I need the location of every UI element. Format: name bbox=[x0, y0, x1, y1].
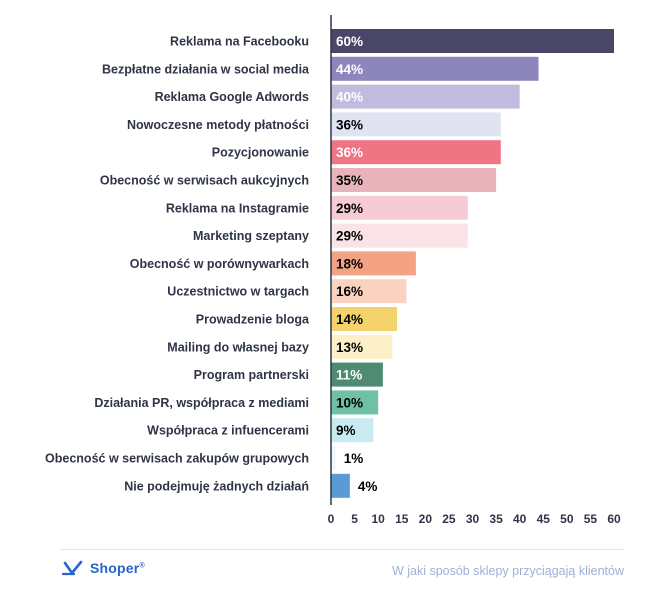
bar bbox=[331, 195, 468, 220]
value-label: 35% bbox=[336, 173, 363, 188]
category-label: Uczestnictwo w targach bbox=[167, 285, 309, 299]
bar bbox=[331, 56, 539, 81]
value-label: 9% bbox=[336, 423, 356, 438]
bar bbox=[331, 251, 416, 276]
bar bbox=[331, 418, 374, 443]
x-tick-label: 30 bbox=[466, 512, 480, 526]
category-label: Nowoczesne metody płatności bbox=[127, 118, 309, 132]
shoper-logo-icon bbox=[62, 560, 83, 576]
value-label: 36% bbox=[336, 117, 363, 132]
category-label: Program partnerski bbox=[194, 368, 309, 382]
category-label: Reklama na Facebooku bbox=[170, 35, 309, 49]
bars bbox=[331, 29, 614, 498]
bar bbox=[331, 473, 350, 498]
brand: Shoper® bbox=[62, 559, 145, 577]
bar bbox=[331, 29, 614, 53]
value-label: 16% bbox=[336, 284, 363, 299]
value-label: 60% bbox=[336, 34, 363, 49]
bar bbox=[331, 279, 407, 304]
value-label: 4% bbox=[358, 479, 378, 494]
footer-caption: W jaki sposób sklepy przyciągają klientó… bbox=[391, 564, 624, 578]
value-label: 10% bbox=[336, 395, 363, 410]
category-label: Współpraca z infuencerami bbox=[147, 424, 309, 438]
x-tick-label: 40 bbox=[513, 512, 527, 526]
value-labels: 60% 44% 40% 36% 36% 35% 29% 29% 18% 16% 14% 13% 11% 1… bbox=[336, 34, 377, 494]
footer-divider bbox=[60, 549, 624, 550]
value-label: 11% bbox=[336, 368, 362, 383]
x-tick-label: 20 bbox=[419, 512, 433, 526]
category-label: Prowadzenie bloga bbox=[196, 313, 310, 327]
brand-name: Shoper® bbox=[90, 560, 145, 576]
x-tick-label: 0 bbox=[328, 512, 335, 526]
bar bbox=[331, 84, 520, 109]
bar bbox=[331, 168, 497, 192]
x-tick-label: 10 bbox=[371, 512, 385, 526]
x-tick-label: 15 bbox=[395, 512, 409, 526]
value-label: 18% bbox=[336, 256, 363, 271]
value-label: 1% bbox=[344, 451, 364, 466]
x-tick-label: 55 bbox=[584, 512, 598, 526]
bar bbox=[331, 362, 383, 387]
category-label: Działania PR, współpraca z mediami bbox=[94, 396, 309, 410]
bar bbox=[331, 112, 501, 137]
x-axis-ticks: 0 5 10 15 20 25 30 35 40 45 50 55 60 bbox=[328, 512, 621, 526]
category-label: Bezpłatne działania w social media bbox=[102, 62, 310, 76]
bar bbox=[331, 307, 398, 331]
bar bbox=[331, 334, 393, 359]
category-labels: Reklama na Facebooku Bezpłatne działania … bbox=[45, 35, 310, 494]
category-label: Reklama Google Adwords bbox=[155, 90, 309, 104]
category-label: Pozycjonowanie bbox=[212, 146, 309, 160]
category-label: Nie podejmuję żadnych działań bbox=[124, 479, 309, 493]
category-label: Obecność w serwisach aukcyjnych bbox=[100, 174, 309, 188]
bar bbox=[331, 390, 379, 415]
x-tick-label: 50 bbox=[560, 512, 574, 526]
value-label: 13% bbox=[336, 340, 363, 355]
value-label: 29% bbox=[336, 229, 363, 244]
x-tick-label: 35 bbox=[489, 512, 503, 526]
category-label: Marketing szeptany bbox=[193, 229, 309, 243]
category-label: Mailing do własnej bazy bbox=[167, 340, 309, 354]
value-label: 44% bbox=[336, 62, 363, 77]
x-tick-label: 45 bbox=[537, 512, 551, 526]
bar bbox=[331, 140, 501, 165]
x-tick-label: 60 bbox=[607, 512, 621, 526]
category-label: Reklama na Instagramie bbox=[166, 201, 309, 215]
value-label: 40% bbox=[336, 90, 363, 105]
value-label: 36% bbox=[336, 145, 363, 160]
bar bbox=[331, 223, 468, 248]
category-label: Obecność w serwisach zakupów grupowych bbox=[45, 452, 309, 466]
brand-mark: ® bbox=[139, 562, 145, 570]
bar bbox=[331, 446, 336, 470]
value-label: 14% bbox=[336, 312, 363, 327]
x-tick-label: 25 bbox=[442, 512, 456, 526]
value-label: 29% bbox=[336, 201, 363, 216]
category-label: Obecność w porównywarkach bbox=[130, 257, 309, 271]
x-tick-label: 5 bbox=[351, 512, 358, 526]
bar-chart: Reklama na Facebooku Bezpłatne działania … bbox=[45, 15, 621, 526]
